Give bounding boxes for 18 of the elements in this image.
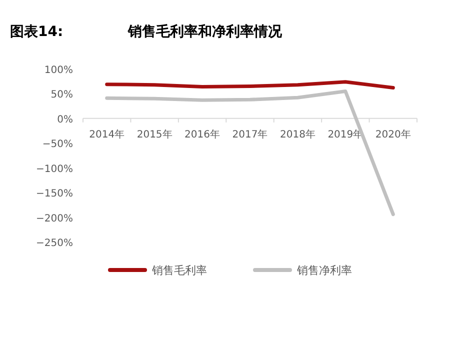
chart-title: 图表14: [10,24,64,40]
y-tick-label: −200% [36,213,73,224]
x-tick-label: 2018年 [280,128,316,140]
y-tick-label: 100% [44,65,73,76]
y-tick-label: −150% [36,188,73,200]
x-tick-label: 2014年 [89,128,125,140]
y-tick-label: −100% [36,164,73,175]
y-tick-label: −50% [42,139,73,150]
x-tick-label: 2016年 [184,128,220,140]
x-tick-label: 2015年 [136,128,172,140]
x-tick-label: 2020年 [375,128,411,140]
legend-label: 销售净利率 [296,264,352,277]
x-tick-label: 2017年 [232,128,268,140]
y-tick-label: 50% [50,90,73,101]
y-tick-label: −250% [36,238,73,249]
chart-subtitle: 销售毛利率和净利率情况 [127,23,283,40]
y-tick-label: 0% [57,114,73,126]
legend-label: 销售毛利率 [151,264,207,277]
